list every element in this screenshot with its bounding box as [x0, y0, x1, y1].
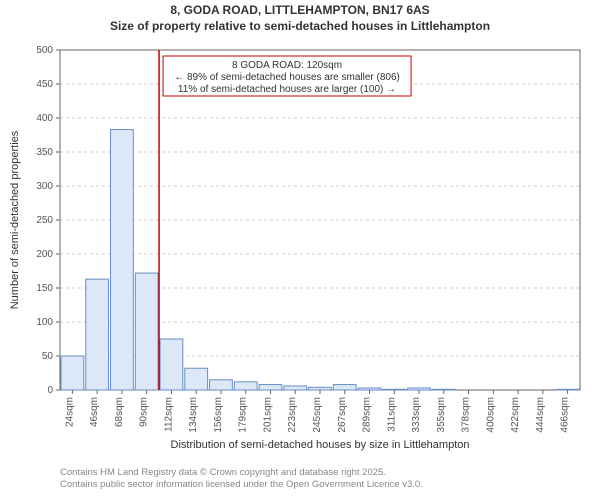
- y-tick-label: 0: [47, 385, 53, 396]
- y-tick-label: 400: [36, 113, 53, 124]
- x-tick-label: 179sqm: [238, 397, 249, 433]
- x-tick-label: 311sqm: [386, 397, 397, 432]
- bar: [333, 385, 356, 390]
- bar: [135, 273, 158, 390]
- y-axis-label: Number of semi-detached properties: [9, 130, 21, 309]
- x-tick-label: 46sqm: [89, 397, 100, 427]
- bar: [61, 356, 84, 390]
- bar: [111, 130, 134, 390]
- bar: [556, 389, 579, 390]
- annotation-line1: 8 GODA ROAD: 120sqm: [232, 60, 342, 71]
- bar: [259, 385, 282, 390]
- y-tick-label: 150: [36, 283, 53, 294]
- y-tick-label: 300: [36, 181, 53, 192]
- y-tick-label: 500: [36, 45, 53, 56]
- y-tick-label: 100: [36, 317, 53, 328]
- x-axis-label: Distribution of semi-detached houses by …: [171, 439, 470, 451]
- y-tick-label: 350: [36, 147, 53, 158]
- x-tick-label: 400sqm: [485, 397, 496, 433]
- y-tick-label: 450: [36, 79, 53, 90]
- x-tick-label: 422sqm: [510, 397, 521, 433]
- bar: [234, 382, 257, 390]
- bar: [383, 389, 406, 390]
- y-tick-label: 200: [36, 249, 53, 260]
- footer-line2: Contains public sector information licen…: [60, 479, 423, 490]
- x-tick-label: 245sqm: [312, 397, 323, 433]
- bar: [408, 388, 431, 390]
- x-tick-label: 355sqm: [436, 397, 447, 433]
- x-tick-label: 201sqm: [262, 397, 273, 433]
- x-tick-label: 134sqm: [188, 397, 199, 433]
- bar: [358, 388, 381, 390]
- annotation-line3: 11% of semi-detached houses are larger (…: [178, 84, 396, 95]
- bar: [210, 380, 233, 390]
- x-tick-label: 333sqm: [411, 397, 422, 433]
- bar: [160, 339, 183, 390]
- annotation-line2: ← 89% of semi-detached houses are smalle…: [174, 72, 400, 83]
- chart-subtitle: Size of property relative to semi-detach…: [110, 19, 490, 33]
- x-tick-label: 267sqm: [337, 397, 348, 433]
- bar: [86, 279, 109, 390]
- histogram-chart: 8, GODA ROAD, LITTLEHAMPTON, BN17 6AS Siz…: [0, 0, 600, 500]
- x-tick-label: 90sqm: [139, 397, 150, 427]
- x-tick-label: 289sqm: [362, 397, 373, 433]
- bar: [284, 386, 307, 390]
- x-tick-label: 444sqm: [535, 397, 546, 433]
- bar: [432, 389, 455, 390]
- x-tick-label: 112sqm: [163, 397, 174, 432]
- x-tick-label: 156sqm: [213, 397, 224, 433]
- x-tick-label: 223sqm: [287, 397, 298, 433]
- x-tick-label: 378sqm: [461, 397, 472, 433]
- footer-line1: Contains HM Land Registry data © Crown c…: [60, 467, 386, 478]
- chart-title: 8, GODA ROAD, LITTLEHAMPTON, BN17 6AS: [170, 3, 429, 17]
- y-tick-label: 50: [42, 351, 54, 362]
- bar: [185, 368, 208, 390]
- x-tick-label: 68sqm: [114, 397, 125, 427]
- x-tick-label: 24sqm: [64, 397, 75, 427]
- bar: [309, 387, 332, 390]
- y-tick-label: 250: [36, 215, 53, 226]
- x-tick-label: 466sqm: [560, 397, 571, 433]
